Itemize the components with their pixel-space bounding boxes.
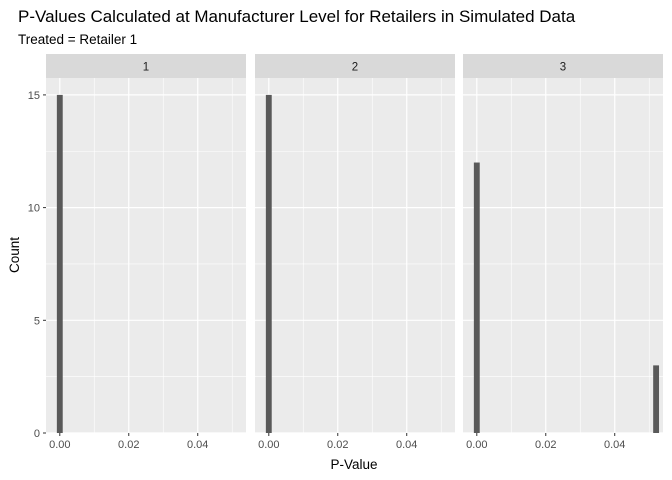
- y-tick-label: 15: [28, 90, 40, 102]
- x-tick-label: 0.04: [396, 439, 417, 451]
- y-tick-label: 10: [28, 203, 40, 215]
- facet-strip-label: 1: [143, 62, 149, 74]
- y-tick-label: 0: [34, 428, 40, 440]
- panel-background: [255, 78, 455, 433]
- chart-subtitle: Treated = Retailer 1: [18, 32, 137, 47]
- x-tick-label: 0.04: [604, 439, 625, 451]
- x-tick-label: 0.02: [535, 439, 556, 451]
- x-tick-label: 0.04: [187, 439, 208, 451]
- x-tick-label: 0.02: [327, 439, 348, 451]
- histogram-bar: [653, 365, 660, 433]
- histogram-bar: [473, 162, 480, 433]
- facet-strip: [463, 54, 663, 78]
- facet-strip: [255, 54, 455, 78]
- facet-strip-label: 2: [352, 62, 358, 74]
- x-axis-title: P-Value: [330, 457, 377, 472]
- facet-panel-1: 1 0.00 0.02 0.04: [46, 54, 246, 451]
- facet-strip-label: 3: [560, 62, 566, 74]
- y-axis-title: Count: [7, 237, 22, 273]
- facet-panel-2: 2 0.00 0.02 0.04: [255, 54, 455, 451]
- chart-title: P-Values Calculated at Manufacturer Leve…: [18, 7, 576, 26]
- y-tick-label: 5: [34, 315, 40, 327]
- x-tick-label: 0.02: [118, 439, 139, 451]
- facet-panels: 1 0.00 0.02 0.04 2 0.00 0.02 0.04 3 0.00 0.02 0.04: [46, 54, 663, 451]
- x-tick-label: 0.00: [466, 439, 487, 451]
- y-axis: 0 5 10 15: [28, 90, 46, 440]
- facet-panel-3: 3 0.00 0.02 0.04: [463, 54, 663, 451]
- x-tick-label: 0.00: [49, 439, 70, 451]
- facet-strip: [46, 54, 246, 78]
- x-tick-label: 0.00: [258, 439, 279, 451]
- panel-background: [463, 78, 663, 433]
- histogram-bar: [56, 94, 63, 434]
- histogram-bar: [265, 94, 272, 434]
- panel-background: [46, 78, 246, 433]
